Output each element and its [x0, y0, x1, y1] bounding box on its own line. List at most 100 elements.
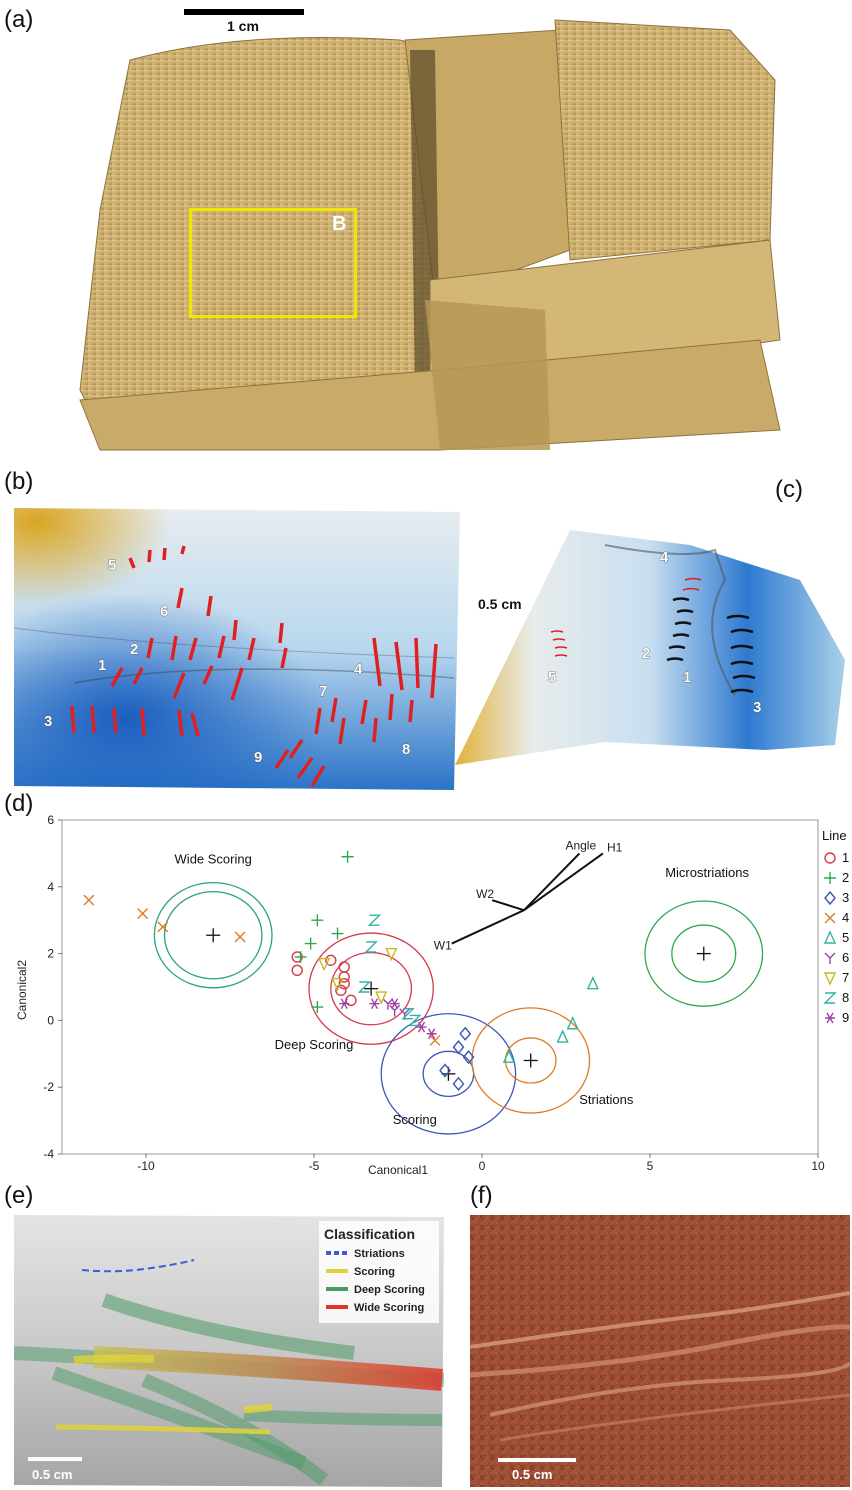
- x-tick-label: 10: [811, 1159, 825, 1173]
- group-label: Microstriations: [665, 865, 749, 880]
- data-point-line-9: [416, 1021, 427, 1033]
- data-point-line-5: [556, 1029, 569, 1043]
- panel-a-sediment-block: [79, 19, 781, 451]
- panel-b-line-4: 4: [354, 661, 363, 678]
- x-tick-label: 0: [479, 1159, 486, 1173]
- data-point-line-4: [137, 908, 149, 920]
- panel-c-line-4: 4: [660, 549, 669, 566]
- centroid-outer-circle: [153, 881, 273, 989]
- panel-a-box-label: B: [332, 213, 347, 235]
- legend-label: 2: [842, 870, 849, 885]
- data-point-line-8: [367, 914, 382, 926]
- x-tick-label: -5: [309, 1159, 320, 1173]
- data-point-line-2: [311, 1001, 324, 1014]
- legend-marker-line-2: [824, 872, 836, 884]
- legend-label: 1: [842, 850, 849, 865]
- data-point-line-2: [294, 950, 307, 963]
- panel-e-label: (e): [4, 1182, 34, 1209]
- data-point-line-5: [502, 1049, 515, 1063]
- y-tick-label: 2: [47, 947, 54, 961]
- panel-b-line-6: 6: [160, 603, 168, 620]
- panel-c-scale-text: 0.5 cm: [478, 596, 522, 612]
- biplot-vector: [523, 852, 604, 911]
- panel-c-line-1: 1: [683, 669, 691, 686]
- legend-marker-line-6: [824, 952, 836, 964]
- panel-f-scale-text: 0.5 cm: [512, 1467, 552, 1482]
- data-point-line-1: [338, 971, 350, 983]
- panel-b-line-8: 8: [402, 741, 410, 758]
- biplot-vector-label: Angle: [565, 838, 596, 852]
- data-point-line-1: [338, 961, 350, 973]
- legend-label: 9: [842, 1010, 849, 1025]
- data-point-line-6: [382, 998, 394, 1010]
- centroid-outer-circle: [380, 1013, 517, 1135]
- centroid-inner-circle: [671, 924, 737, 983]
- centroid-outer-circle: [471, 1007, 591, 1114]
- legend-label: 4: [842, 910, 849, 925]
- centroid-outer-circle: [308, 932, 434, 1045]
- legend-title: Line: [822, 828, 847, 843]
- data-point-line-7: [385, 947, 398, 962]
- data-point-line-2: [304, 937, 317, 950]
- data-point-line-3: [439, 1063, 451, 1078]
- data-point-line-4: [429, 1034, 441, 1046]
- legend-marker-line-4: [824, 912, 836, 924]
- data-point-line-9: [389, 998, 400, 1010]
- data-point-line-2: [331, 927, 344, 940]
- legend-label: 7: [842, 970, 849, 985]
- y-tick-label: 4: [47, 880, 54, 894]
- panel-a-scale-text: 1 cm: [227, 18, 259, 34]
- panel-a-label: (a): [4, 6, 34, 33]
- panel-e-classification-map: Classification Striations Scoring Deep Sco…: [14, 1215, 444, 1487]
- panel-e-legend: Striations Scoring Deep Scoring Wide Scorin…: [326, 1248, 425, 1314]
- legend-label: 8: [842, 990, 849, 1005]
- panel-e-legend-label: Wide Scoring: [354, 1302, 424, 1314]
- panel-a-region-box: [189, 208, 357, 318]
- y-tick-label: -2: [43, 1080, 54, 1094]
- legend-marker-line-1: [824, 852, 836, 864]
- panel-e-legend-label: Deep Scoring: [354, 1284, 425, 1296]
- data-point-line-8: [357, 981, 372, 993]
- legend-marker-line-3: [824, 890, 836, 906]
- data-point-line-3: [459, 1026, 472, 1041]
- panel-b-line-9: 9: [254, 749, 262, 766]
- data-point-line-8: [364, 941, 378, 953]
- biplot-vector-label: W1: [434, 939, 452, 953]
- plot-frame: [61, 819, 819, 1155]
- panel-b-line-5: 5: [108, 557, 116, 574]
- panel-e-scale-text: 0.5 cm: [32, 1467, 72, 1482]
- panel-a-scale-bar: [184, 9, 304, 15]
- data-point-line-9: [339, 998, 350, 1010]
- biplot-vector: [523, 852, 581, 911]
- group-label: Deep Scoring: [275, 1037, 354, 1052]
- biplot-vector-label: H1: [607, 840, 623, 854]
- panel-d-label: (d): [4, 790, 34, 817]
- group-label: Wide Scoring: [175, 851, 252, 866]
- legend-label: 5: [842, 930, 849, 945]
- data-point-line-1: [291, 964, 303, 977]
- panel-c-line-3: 3: [753, 699, 761, 716]
- panel-b-label: (b): [4, 468, 34, 495]
- x-axis-title: Canonical1: [368, 1163, 428, 1177]
- data-point-line-5: [586, 975, 599, 990]
- centroid-outer-circle: [644, 900, 764, 1007]
- panel-c-3d-surface: 4 2 1 5 3: [455, 530, 845, 765]
- x-tick-label: -10: [137, 1159, 155, 1173]
- legend-marker-line-9: [825, 1012, 835, 1024]
- data-point-line-6: [389, 1004, 401, 1017]
- legend-marker-line-8: [823, 992, 837, 1004]
- data-point-line-8: [408, 1014, 422, 1027]
- data-point-line-3: [462, 1050, 475, 1065]
- panel-c-label: (c): [775, 476, 803, 503]
- centroid-inner-circle: [163, 890, 263, 980]
- panel-e-legend-label: Striations: [354, 1248, 405, 1260]
- panel-c-line-5: 5: [548, 669, 556, 686]
- legend-label: 3: [842, 890, 849, 905]
- panel-e-legend-title: Classification: [324, 1226, 415, 1242]
- canonical-scatter-chart: Angle H1 W2 W1 -10 -5 0 5 10 -4 -2 0 2 4 6 Wide Scori…: [15, 813, 849, 1177]
- panel-f-label: (f): [470, 1182, 493, 1209]
- data-point-line-1: [335, 984, 347, 997]
- group-label: Striations: [579, 1092, 634, 1107]
- data-point-line-4: [83, 894, 95, 906]
- data-point-line-2: [311, 914, 324, 927]
